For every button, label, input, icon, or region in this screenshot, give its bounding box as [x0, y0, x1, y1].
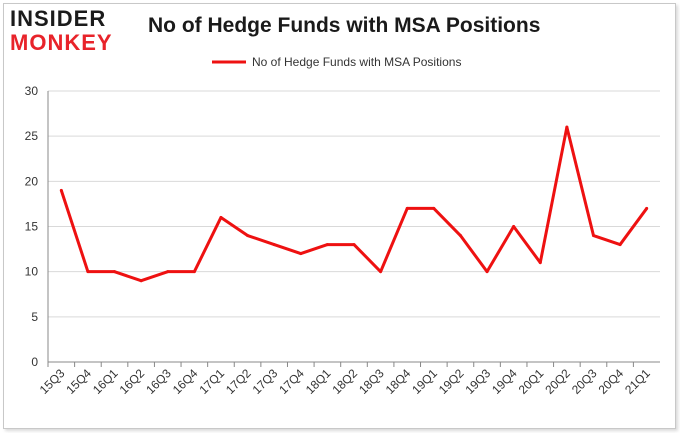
chart-frame: [3, 3, 676, 429]
x-tick-label: 16Q3: [143, 366, 174, 397]
y-tick-label: 5: [31, 310, 38, 324]
y-axis: 0 5 10 15 20 25 30: [25, 84, 49, 369]
x-tick-label: 21Q1: [622, 366, 653, 397]
x-tick-label: 18Q1: [303, 366, 334, 397]
data-point: [352, 243, 356, 247]
x-tick-label: 20Q4: [596, 366, 627, 397]
x-tick-label: 18Q2: [329, 366, 360, 397]
x-tick-label: 19Q1: [409, 366, 440, 397]
data-point: [458, 234, 462, 238]
x-tick-label: 16Q2: [117, 366, 148, 397]
data-point: [405, 206, 409, 210]
x-tick-label: 19Q3: [463, 366, 494, 397]
data-point: [59, 188, 63, 192]
x-tick-label: 20Q3: [569, 366, 600, 397]
insider-monkey-logo: INSIDER MONKEY: [10, 8, 128, 58]
x-tick-label: 19Q2: [436, 366, 467, 397]
x-tick-label: 20Q2: [542, 366, 573, 397]
x-tick-label: 18Q4: [383, 366, 414, 397]
x-tick-label: 16Q1: [90, 366, 121, 397]
series-line: [59, 125, 648, 283]
legend-label: No of Hedge Funds with MSA Positions: [252, 55, 461, 69]
data-point: [219, 215, 223, 219]
data-point: [618, 243, 622, 247]
data-point: [591, 234, 595, 238]
x-tick-label: 17Q2: [223, 366, 254, 397]
legend: No of Hedge Funds with MSA Positions: [212, 55, 461, 69]
x-tick-label: 20Q1: [516, 366, 547, 397]
data-point: [192, 270, 196, 274]
data-point: [139, 279, 143, 283]
y-tick-label: 15: [25, 220, 39, 234]
data-point: [512, 225, 516, 228]
x-tick-label: 17Q1: [196, 366, 227, 397]
y-tick-label: 30: [25, 84, 39, 98]
y-tick-label: 10: [25, 265, 39, 279]
data-point: [379, 270, 383, 274]
data-point: [299, 252, 303, 256]
y-tick-label: 25: [25, 129, 39, 143]
gridlines: [48, 90, 660, 363]
x-tick-label: 19Q4: [489, 366, 520, 397]
data-point: [86, 270, 90, 274]
data-point: [645, 206, 649, 210]
logo-text-monkey: MONKEY: [10, 30, 113, 55]
data-point: [113, 270, 117, 274]
x-axis: 15Q315Q416Q116Q216Q316Q417Q117Q217Q317Q4…: [37, 362, 653, 397]
x-tick-label: 16Q4: [170, 366, 201, 397]
x-tick-label: 15Q3: [37, 366, 68, 397]
series-lines: [59, 125, 649, 283]
data-point: [272, 243, 276, 247]
logo-text-insider: INSIDER: [10, 6, 107, 31]
x-tick-label: 18Q3: [356, 366, 387, 397]
data-point: [485, 270, 489, 274]
x-tick-label: 17Q4: [276, 366, 307, 397]
chart-title: No of Hedge Funds with MSA Positions: [148, 14, 541, 37]
data-point: [565, 125, 569, 129]
data-point: [432, 206, 436, 210]
data-point: [325, 243, 329, 247]
data-point: [246, 234, 250, 238]
y-tick-label: 0: [31, 355, 38, 369]
data-point: [166, 270, 170, 274]
x-tick-label: 17Q3: [250, 366, 281, 397]
data-point: [538, 261, 542, 265]
x-tick-label: 15Q4: [63, 366, 94, 397]
y-tick-label: 20: [25, 174, 39, 188]
